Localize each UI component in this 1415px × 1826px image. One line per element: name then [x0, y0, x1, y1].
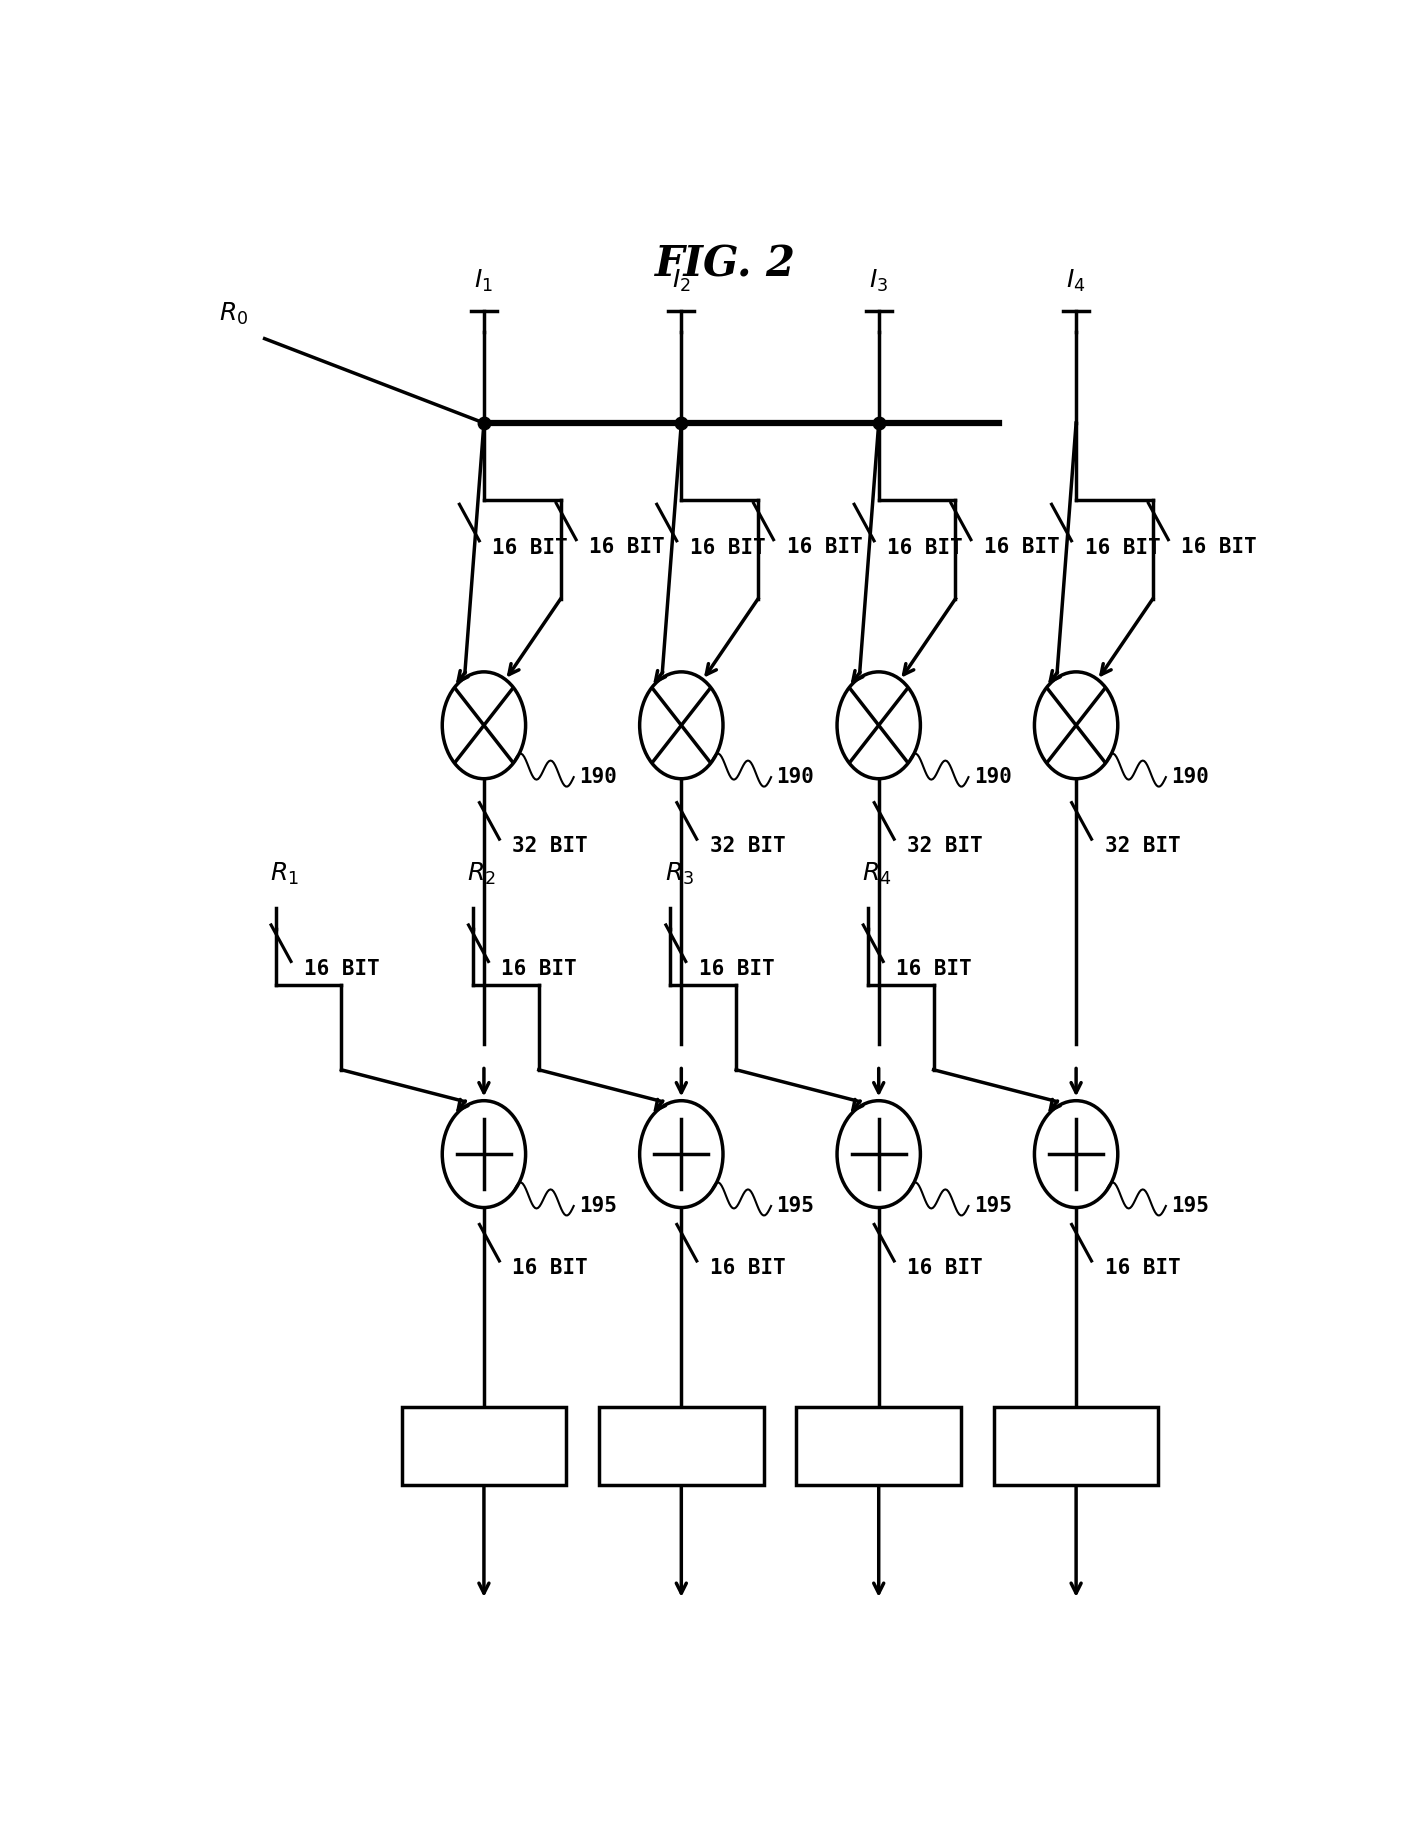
Text: 190: 190 [777, 767, 815, 787]
Text: 16 BIT: 16 BIT [896, 959, 972, 979]
Text: 16 BIT: 16 BIT [1084, 539, 1160, 559]
Text: $I_4$: $I_4$ [1067, 267, 1085, 294]
Text: 16 BIT: 16 BIT [787, 537, 862, 557]
Text: 16 BIT: 16 BIT [1182, 537, 1257, 557]
Text: 32 BIT: 32 BIT [710, 836, 785, 856]
Text: $R_2$: $R_2$ [467, 860, 497, 887]
Text: 190: 190 [1172, 767, 1210, 787]
Text: 32 BIT: 32 BIT [907, 836, 983, 856]
Text: $I_2$: $I_2$ [672, 267, 691, 294]
Text: 16 BIT: 16 BIT [589, 537, 665, 557]
Text: $R_4$: $R_4$ [1061, 1433, 1091, 1459]
Text: 195: 195 [579, 1196, 617, 1216]
Text: 16 BIT: 16 BIT [492, 539, 569, 559]
Text: 195: 195 [974, 1196, 1012, 1216]
Text: $R_0$: $R_0$ [219, 301, 248, 327]
Text: 16 BIT: 16 BIT [1105, 1258, 1180, 1278]
Text: 16 BIT: 16 BIT [907, 1258, 983, 1278]
Text: $R_2$: $R_2$ [666, 1433, 696, 1459]
Bar [402, 1408, 566, 1485]
Text: $I_1$: $I_1$ [474, 267, 494, 294]
Text: FIG. 2: FIG. 2 [655, 243, 795, 285]
Bar [993, 1408, 1159, 1485]
Text: 16 BIT: 16 BIT [710, 1258, 785, 1278]
Bar [599, 1408, 764, 1485]
Text: 16 BIT: 16 BIT [304, 959, 379, 979]
Text: $R_3$: $R_3$ [665, 860, 693, 887]
Text: $R_1$: $R_1$ [470, 1433, 498, 1459]
Text: 16 BIT: 16 BIT [983, 537, 1060, 557]
Text: 32 BIT: 32 BIT [1105, 836, 1180, 856]
Text: 16 BIT: 16 BIT [887, 539, 964, 559]
Text: $R_4$: $R_4$ [862, 860, 891, 887]
Text: 195: 195 [777, 1196, 815, 1216]
Text: 16 BIT: 16 BIT [699, 959, 774, 979]
Text: $I_3$: $I_3$ [869, 267, 889, 294]
Bar [797, 1408, 961, 1485]
Text: 16 BIT: 16 BIT [501, 959, 577, 979]
Text: 195: 195 [1172, 1196, 1210, 1216]
Text: 16 BIT: 16 BIT [512, 1258, 589, 1278]
Text: $R_1$: $R_1$ [270, 860, 299, 887]
Text: 32 BIT: 32 BIT [512, 836, 589, 856]
Text: 190: 190 [974, 767, 1012, 787]
Text: $R_3$: $R_3$ [865, 1433, 893, 1459]
Text: 190: 190 [579, 767, 617, 787]
Text: 16 BIT: 16 BIT [689, 539, 766, 559]
